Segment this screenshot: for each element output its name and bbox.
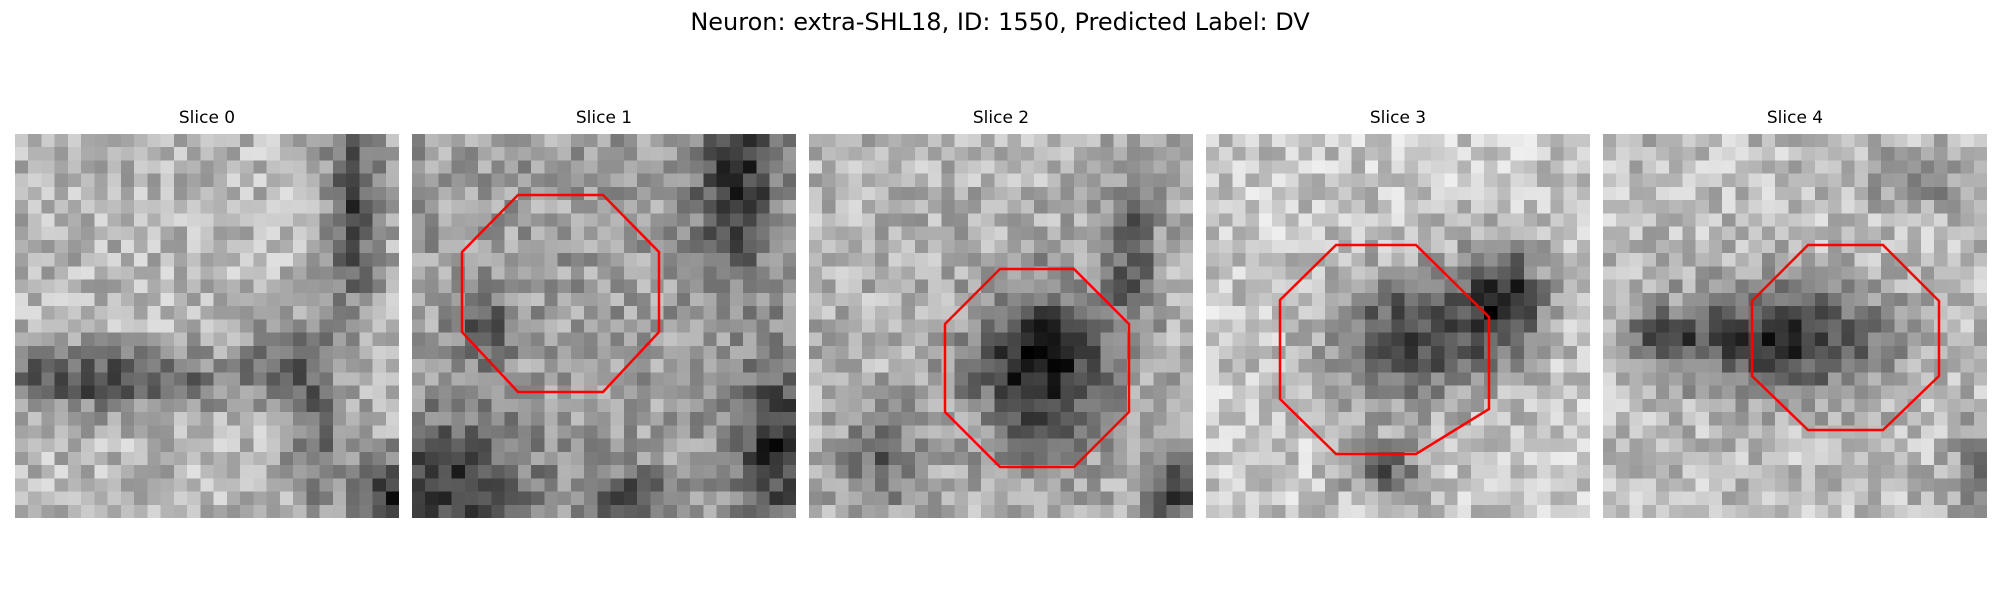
slice-image-4 bbox=[1603, 134, 1987, 518]
slice-panel-0: Slice 0 bbox=[15, 108, 399, 518]
roi-outline-4 bbox=[1750, 243, 1941, 432]
slice-image-0 bbox=[15, 134, 399, 518]
roi-outline-1 bbox=[460, 193, 661, 394]
slice-title-1: Slice 1 bbox=[575, 108, 633, 128]
slice-panel-1: Slice 1 bbox=[412, 108, 796, 518]
slice-title-0: Slice 0 bbox=[178, 108, 236, 128]
slice-image-1 bbox=[412, 134, 796, 518]
figure-title: Neuron: extra-SHL18, ID: 1550, Predicted… bbox=[690, 8, 1310, 36]
slice-panel-4: Slice 4 bbox=[1603, 108, 1987, 518]
slice-title-4: Slice 4 bbox=[1766, 108, 1824, 128]
slice-title-2: Slice 2 bbox=[972, 108, 1030, 128]
slice-title-3: Slice 3 bbox=[1369, 108, 1427, 128]
roi-outline-2 bbox=[943, 267, 1131, 469]
slice-panel-2: Slice 2 bbox=[809, 108, 1193, 518]
slice-panel-3: Slice 3 bbox=[1206, 108, 1590, 518]
roi-outline-3 bbox=[1278, 243, 1491, 456]
